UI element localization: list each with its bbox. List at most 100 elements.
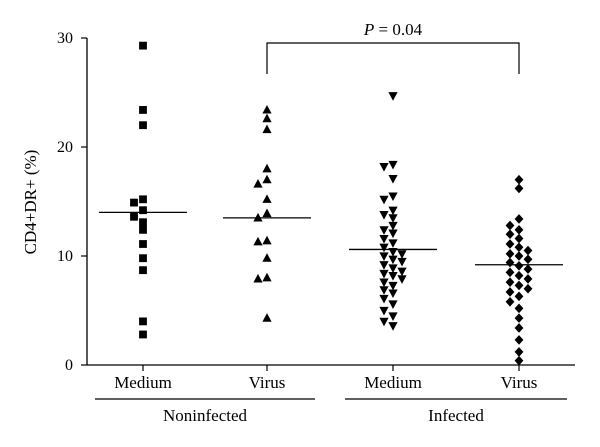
x-category-label: Virus	[501, 373, 538, 392]
data-point	[379, 243, 389, 253]
data-point	[523, 283, 533, 294]
data-point	[379, 317, 389, 327]
data-point	[514, 280, 524, 291]
data-point	[388, 289, 398, 299]
data-point	[388, 248, 398, 257]
median-lines	[99, 211, 563, 266]
data-point	[514, 233, 524, 244]
data-point	[505, 277, 515, 287]
data-point	[523, 254, 533, 265]
data-point	[139, 206, 147, 215]
data-point	[514, 225, 524, 235]
data-point	[139, 218, 147, 227]
data-point	[514, 355, 524, 366]
y-axis-title: CD4+DR+ (%)	[21, 150, 40, 255]
data-point	[379, 195, 389, 205]
data-point	[139, 330, 147, 339]
data-point	[514, 242, 524, 253]
data-point	[523, 245, 533, 256]
data-point	[262, 194, 272, 203]
data-point	[379, 163, 389, 172]
data-point	[262, 313, 272, 322]
data-point	[514, 291, 524, 302]
data-point	[388, 229, 398, 239]
data-point	[139, 106, 147, 114]
data-point	[253, 179, 263, 188]
data-point	[388, 206, 398, 216]
data-point	[262, 208, 272, 218]
data-point	[253, 212, 263, 222]
bracket	[266, 42, 520, 74]
data-point	[262, 272, 272, 282]
data-point	[505, 257, 515, 268]
data-point	[514, 214, 524, 224]
data-point	[505, 296, 515, 307]
data-point	[262, 174, 272, 184]
significance-annotation: P = 0.04	[266, 20, 520, 74]
data-point	[514, 251, 524, 261]
data-point	[397, 267, 407, 277]
x-category-labels: Medium Virus Medium Virus	[114, 365, 537, 392]
data-point	[262, 163, 272, 173]
data-point	[139, 41, 147, 50]
data-point	[388, 322, 398, 331]
data-point	[388, 264, 398, 273]
y-ticks: 0 10 20 30	[57, 30, 87, 374]
data-point	[514, 335, 524, 345]
data-point	[388, 272, 398, 281]
data-point	[523, 264, 533, 274]
y-tick-label: 0	[65, 357, 73, 374]
data-point	[388, 92, 398, 101]
x-category-label: Medium	[364, 373, 422, 392]
data-point	[514, 270, 524, 281]
data-point	[514, 183, 524, 194]
data-point	[388, 281, 398, 291]
group-label: Infected	[428, 406, 484, 425]
data-point	[397, 257, 407, 267]
data-point	[388, 160, 398, 170]
data-point	[130, 198, 138, 207]
data-point	[262, 253, 272, 262]
data-point	[139, 240, 147, 248]
data-point	[379, 294, 389, 304]
data-point	[379, 269, 389, 279]
data-point	[388, 255, 398, 265]
data-point	[262, 235, 272, 245]
data-point	[139, 317, 147, 326]
data-point	[505, 267, 515, 278]
data-point	[388, 312, 398, 321]
data-point	[388, 300, 398, 309]
data-point	[397, 275, 407, 284]
data-point	[514, 323, 524, 333]
data-point	[505, 249, 515, 259]
data-point	[514, 303, 524, 314]
data-point	[130, 212, 138, 221]
data-point	[514, 313, 524, 323]
data-point	[262, 113, 272, 123]
data-point	[253, 273, 263, 283]
data-point	[505, 220, 515, 231]
data-point	[139, 121, 147, 130]
p-symbol: P	[363, 20, 374, 39]
data-point	[379, 278, 389, 288]
data-point	[388, 239, 398, 248]
p-value: = 0.04	[374, 20, 422, 39]
data-point	[388, 214, 398, 223]
data-point	[505, 229, 515, 239]
data-point	[379, 306, 389, 316]
data-points	[130, 41, 533, 366]
y-tick-label: 30	[57, 30, 73, 47]
data-point	[253, 236, 263, 246]
data-point	[379, 210, 389, 220]
data-point	[379, 234, 389, 244]
data-point	[514, 174, 524, 185]
data-point	[505, 287, 515, 297]
data-point	[262, 124, 272, 134]
data-point	[379, 226, 389, 235]
data-point	[397, 250, 407, 259]
data-point	[262, 104, 272, 114]
x-category-label: Virus	[249, 373, 286, 392]
data-point	[139, 266, 147, 275]
data-point	[139, 195, 147, 204]
